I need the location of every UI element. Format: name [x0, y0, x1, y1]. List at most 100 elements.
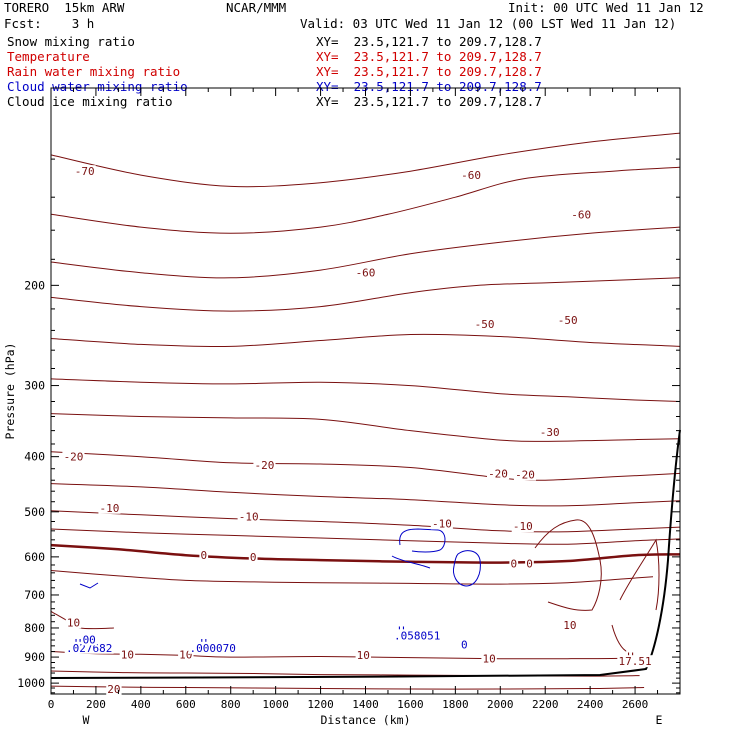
label-background	[62, 450, 85, 463]
cloud-water-contour	[391, 555, 431, 569]
temperature-contour-label: -20	[488, 467, 508, 480]
temperature-contour	[50, 378, 681, 402]
x-tick-label: 600	[176, 698, 196, 711]
temperature-contour	[50, 510, 681, 533]
label-background	[473, 318, 496, 331]
label-background	[199, 549, 209, 562]
temperature-contour-label: -20	[254, 459, 274, 472]
label-background	[355, 649, 371, 662]
label-background	[354, 266, 377, 279]
y-tick-label: 700	[24, 588, 45, 602]
temperature-contour	[619, 538, 660, 611]
label-background	[253, 459, 276, 472]
cloud-water-contour	[399, 528, 446, 553]
temperature-contour	[50, 483, 681, 507]
label-background	[119, 648, 136, 661]
temperature-contour-label: 0	[526, 557, 533, 570]
temperature-contour	[50, 132, 681, 188]
label-background	[81, 633, 97, 646]
x-tick-label: 1600	[397, 698, 424, 711]
temperature-contour-label: 20	[107, 683, 120, 696]
label-background	[248, 550, 258, 563]
cloud-water-label: 0	[461, 639, 468, 652]
temperature-contour	[50, 528, 681, 545]
y-tick-label: 400	[24, 450, 45, 464]
x-tick-label: 400	[131, 698, 151, 711]
field-name-temperature: Temperature	[7, 49, 90, 64]
temperature-contour-label: -10	[513, 520, 533, 533]
temperature-contour-label: 0	[510, 557, 517, 570]
center-title: NCAR/MMM	[226, 0, 287, 15]
temperature-contour-label: 10	[563, 619, 576, 632]
cloud-water-contour	[79, 582, 99, 589]
temperature-contour-label: -60	[571, 208, 591, 221]
temperature-contour-label: -10	[99, 502, 119, 515]
y-tick-label: 1000	[17, 676, 45, 690]
temperature-contour-label: 0	[200, 549, 207, 562]
y-tick-label: 800	[24, 621, 45, 635]
field-name-rain: Rain water mixing ratio	[7, 64, 181, 79]
label-background	[106, 683, 122, 695]
label-background	[570, 208, 593, 221]
field-name-snow: Snow mixing ratio	[7, 34, 135, 49]
east-label: E	[656, 713, 663, 727]
temperature-contour-label: -60	[461, 169, 481, 182]
field-xy-temperature: XY= 23.5,121.7 to 209.7,128.7	[316, 49, 542, 64]
contour-labels: -70 -60 -60 -60 -50 -50 -30 -20 -20 -20 -20 -10 -10 -…	[62, 165, 653, 696]
valid-time: Valid: 03 UTC Wed 11 Jan 12 (00 LST Wed …	[300, 16, 677, 31]
x-tick-label: 2600	[622, 698, 649, 711]
temperature-contour	[50, 570, 654, 585]
temperature-zero-contour	[50, 543, 681, 564]
y-tick-label: 500	[24, 505, 45, 519]
temperature-contour	[50, 685, 645, 690]
label-background	[481, 652, 497, 665]
temperature-contour-label: -10	[239, 511, 259, 524]
x-tick-label: 1200	[307, 698, 334, 711]
label-background	[513, 468, 536, 481]
x-tick-label: 2400	[577, 698, 604, 711]
label-background	[538, 426, 561, 438]
field-name-cloud-ice: Cloud ice mixing ratio	[7, 94, 173, 109]
field-xy-cloud-water: XY= 23.5,121.7 to 209.7,128.7	[316, 79, 542, 94]
x-tick-label: 2200	[532, 698, 559, 711]
temperature-contour	[50, 651, 640, 660]
temperature-contour-label: 0	[250, 551, 257, 564]
y-axis-label: Pressure (hPa)	[3, 343, 17, 440]
label-background	[73, 165, 96, 178]
label-background	[237, 510, 260, 523]
field-xy-snow: XY= 23.5,121.7 to 209.7,128.7	[316, 34, 542, 49]
label-background	[64, 641, 114, 654]
plot-border	[50, 87, 681, 695]
label-background	[617, 655, 653, 668]
temperature-contour-label: 10	[121, 649, 134, 662]
temperature-contour	[50, 610, 114, 630]
y-tick-label: 200	[24, 278, 45, 292]
temperature-contour	[50, 333, 681, 348]
temperature-contour-label: -70	[75, 165, 95, 178]
temperature-contour-label: 10	[482, 653, 495, 666]
x-axis-label: Distance (km)	[320, 713, 410, 727]
temperature-contour-label: -60	[356, 267, 376, 280]
label-background	[562, 619, 578, 632]
temperature-max-label: 17.51	[619, 655, 652, 668]
temperature-contour-label: -20	[515, 469, 535, 482]
temperature-contour-label: -20	[64, 451, 84, 464]
temperature-contour	[50, 166, 681, 234]
cloud-water-label: .027682	[66, 642, 112, 655]
cloud-water-label: .000070	[190, 642, 236, 655]
x-tick-label: 0	[48, 698, 55, 711]
label-background	[98, 501, 121, 514]
label-background	[487, 467, 510, 480]
field-xy-rain: XY= 23.5,121.7 to 209.7,128.7	[316, 64, 542, 79]
label-background	[188, 641, 238, 654]
label-background	[556, 313, 579, 326]
x-tick-label: 1000	[262, 698, 289, 711]
y-tick-label: 300	[24, 379, 45, 393]
y-tick-label: 600	[24, 550, 45, 564]
terrain-line	[50, 429, 681, 679]
label-background	[525, 557, 534, 570]
label-background	[65, 616, 82, 629]
west-label: W	[83, 713, 90, 727]
temperature-contour-label: 10	[67, 616, 80, 629]
